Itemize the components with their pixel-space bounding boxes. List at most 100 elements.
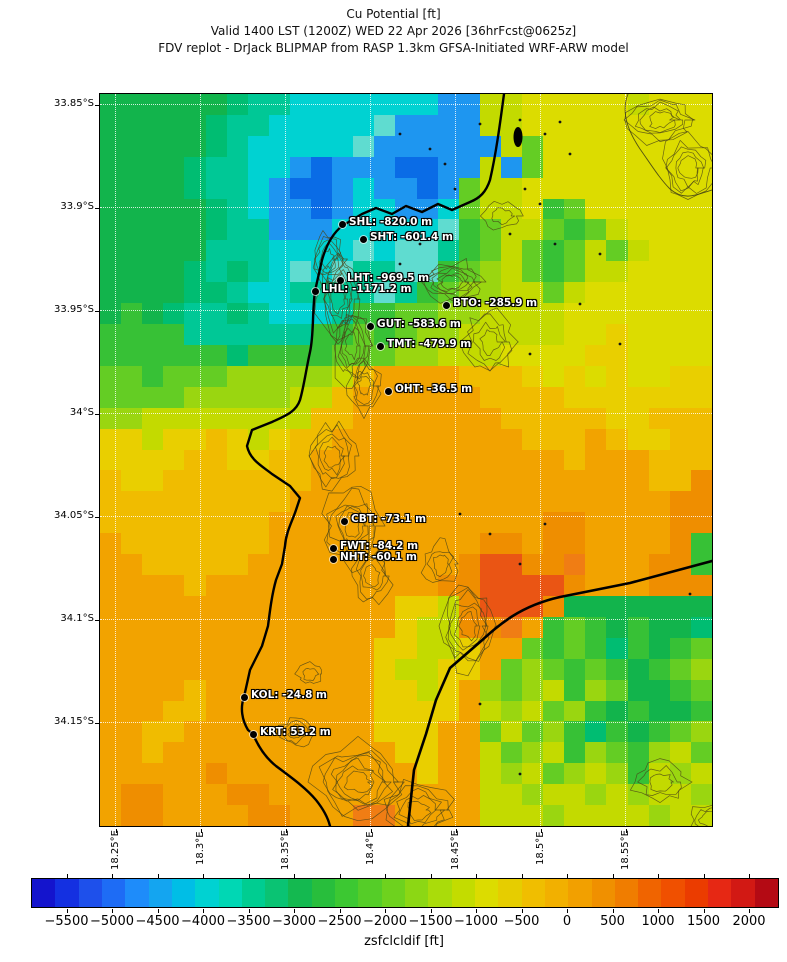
heatmap-cell [690,784,712,806]
colorbar-segment [288,879,312,907]
heatmap-cell [226,240,248,262]
heatmap-cell [268,198,290,220]
heatmap-cell [690,324,712,345]
heatmap-cell [311,219,333,241]
coastline-contour-overlay [240,94,712,826]
heatmap-cell [121,679,143,701]
heatmap-cell [627,156,649,178]
heatmap-cell [374,637,396,659]
colorbar-segment [731,879,755,907]
heatmap-cell [395,554,417,576]
heatmap-cell [543,114,565,136]
y-axis-tick-label: 33.95°S [54,303,94,315]
heatmap-cell [437,616,459,638]
heatmap-cell [479,282,501,304]
y-axis-tick-label: 33.85°S [54,97,94,109]
heatmap-cell [395,637,417,659]
heatmap-cell [353,114,375,136]
heatmap-cell [479,700,501,722]
heatmap-cell [289,700,312,722]
heatmap-cell [479,449,501,471]
heatmap-cell [564,365,586,387]
heatmap-cell [437,449,459,471]
heatmap-cell [205,616,227,638]
heatmap-cell [648,198,670,220]
heatmap-cell [690,449,712,471]
terrain-contour [393,787,446,826]
heatmap-cell [374,156,396,178]
colorbar-tick-mark [157,908,159,913]
terrain-contour [420,537,459,583]
heatmap-cell [247,763,269,785]
heatmap-cell [163,324,185,345]
heatmap-cell [437,575,459,596]
heatmap-cell [163,114,185,136]
terrain-contour [690,805,712,826]
colorbar-tick-label: −1500 [408,914,453,929]
heatmap-cell [564,324,586,345]
map-speck [443,162,447,166]
terrain-contour [629,758,693,803]
heatmap-cell [585,491,607,513]
heatmap-cell [500,365,523,387]
heatmap-cell [500,156,523,178]
heatmap-cell [522,616,544,638]
heatmap-cell [416,365,438,387]
heatmap-cell [395,198,417,220]
terrain-contour [421,265,482,302]
heatmap-cell [522,449,544,471]
heatmap-cell [522,114,544,136]
heatmap-cell [311,721,333,743]
heatmap-cell [311,595,333,617]
heatmap-cell [163,219,185,241]
colorbar-tick-label: −4000 [181,914,225,929]
terrain-contour [326,277,349,319]
heatmap-cell [163,386,185,408]
heatmap-cell [690,575,712,596]
heatmap-cell [606,658,628,680]
station-marker-kol [240,693,248,701]
heatmap-cell [543,344,565,366]
heatmap-cell [311,407,333,429]
terrain-contour [330,754,392,806]
heatmap-cell [648,721,670,743]
heatmap-cell [247,512,269,534]
heatmap-cell [648,554,670,576]
heatmap-cell [353,658,375,680]
heatmap-cell [458,303,480,325]
heatmap-cell [395,261,417,283]
heatmap-cell [437,282,459,304]
colorbar-tick-label: 0 [562,914,572,929]
heatmap-cell [374,261,396,283]
heatmap-cell [205,365,227,387]
colorbar-segment [614,879,639,907]
heatmap-cell [311,575,333,596]
heatmap-cell [543,700,565,722]
heatmap-cell [311,679,333,701]
heatmap-cell [205,449,227,471]
heatmap-cell [479,177,501,199]
heatmap-cell [690,763,712,785]
heatmap-cell [543,742,565,764]
colorbar-tick-mark [66,874,68,878]
heatmap-cell [395,282,417,304]
heatmap-cell [353,616,375,638]
terrain-contour [307,736,405,822]
heatmap-cell [163,303,185,325]
heatmap-cell [289,219,312,241]
heatmap-cell [142,135,164,157]
heatmap-cell [289,282,312,304]
heatmap-cell [311,742,333,764]
heatmap-cell [205,219,227,241]
heatmap-cell [374,282,396,304]
heatmap-cell [247,449,269,471]
heatmap-cell [458,512,480,534]
x-axis-tick-label: 18.4°E [364,830,376,865]
heatmap-cell [500,554,523,576]
colorbar-tick-label: −1000 [454,914,498,929]
heatmap-cell [458,344,480,366]
heatmap-cell [142,198,164,220]
heatmap-cell [585,135,607,157]
heatmap-cell [268,261,290,283]
heatmap-cell [416,763,438,785]
